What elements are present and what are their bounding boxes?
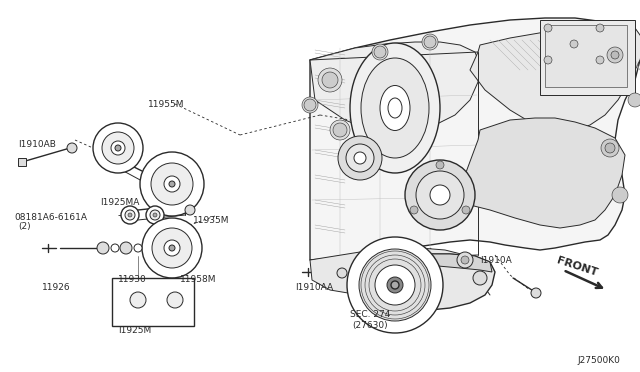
Circle shape: [142, 218, 202, 278]
Circle shape: [164, 240, 180, 256]
Circle shape: [338, 136, 382, 180]
Circle shape: [570, 40, 578, 48]
Circle shape: [93, 123, 143, 173]
Text: J27500K0: J27500K0: [577, 356, 620, 365]
Bar: [545, 25, 627, 87]
Text: SEC. 274: SEC. 274: [350, 310, 390, 319]
Circle shape: [601, 139, 619, 157]
Circle shape: [97, 242, 109, 254]
Circle shape: [347, 237, 443, 333]
Circle shape: [115, 145, 121, 151]
Circle shape: [473, 271, 487, 285]
Ellipse shape: [350, 43, 440, 173]
Circle shape: [372, 44, 388, 60]
Circle shape: [544, 56, 552, 64]
Circle shape: [134, 244, 142, 252]
Circle shape: [153, 213, 157, 217]
Polygon shape: [465, 118, 625, 228]
Circle shape: [424, 36, 436, 48]
Circle shape: [304, 99, 316, 111]
Circle shape: [185, 205, 195, 215]
Polygon shape: [470, 25, 640, 130]
Circle shape: [461, 256, 469, 264]
Circle shape: [128, 213, 132, 217]
Text: 11955M: 11955M: [148, 100, 184, 109]
Circle shape: [102, 132, 134, 164]
Circle shape: [531, 288, 541, 298]
Circle shape: [596, 56, 604, 64]
Polygon shape: [310, 42, 480, 132]
Circle shape: [375, 265, 415, 305]
Text: I1910AA: I1910AA: [295, 283, 333, 292]
Circle shape: [611, 51, 619, 59]
Circle shape: [422, 34, 438, 50]
Circle shape: [346, 144, 374, 172]
Text: I1910A: I1910A: [480, 256, 512, 265]
Circle shape: [111, 141, 125, 155]
Circle shape: [169, 245, 175, 251]
Circle shape: [333, 123, 347, 137]
Circle shape: [374, 46, 386, 58]
Circle shape: [359, 249, 431, 321]
Text: 11935M: 11935M: [193, 216, 230, 225]
Text: (27630): (27630): [352, 321, 388, 330]
Circle shape: [169, 181, 175, 187]
Circle shape: [354, 152, 366, 164]
Circle shape: [302, 97, 318, 113]
Circle shape: [391, 281, 399, 289]
Circle shape: [457, 252, 473, 268]
Ellipse shape: [380, 86, 410, 131]
Circle shape: [337, 268, 347, 278]
Circle shape: [436, 161, 444, 169]
Circle shape: [596, 24, 604, 32]
Ellipse shape: [361, 58, 429, 158]
Circle shape: [121, 206, 139, 224]
Circle shape: [120, 242, 132, 254]
Circle shape: [410, 206, 418, 214]
Text: 11930: 11930: [118, 275, 147, 284]
Circle shape: [607, 47, 623, 63]
Circle shape: [152, 228, 192, 268]
Circle shape: [430, 185, 450, 205]
Bar: [112, 278, 194, 326]
Text: I1925MA: I1925MA: [100, 198, 140, 207]
Circle shape: [387, 277, 403, 293]
Circle shape: [167, 292, 183, 308]
Text: I1910AB: I1910AB: [18, 140, 56, 149]
Circle shape: [322, 72, 338, 88]
Ellipse shape: [388, 98, 402, 118]
Circle shape: [318, 68, 342, 92]
Circle shape: [605, 143, 615, 153]
Polygon shape: [310, 248, 475, 298]
Circle shape: [544, 24, 552, 32]
Circle shape: [416, 171, 464, 219]
Circle shape: [111, 244, 119, 252]
Circle shape: [462, 206, 470, 214]
Circle shape: [612, 187, 628, 203]
Circle shape: [125, 210, 135, 220]
Circle shape: [140, 152, 204, 216]
Circle shape: [628, 93, 640, 107]
Circle shape: [67, 143, 77, 153]
Circle shape: [330, 120, 350, 140]
Text: FRONT: FRONT: [555, 255, 598, 278]
Polygon shape: [365, 254, 495, 310]
Circle shape: [146, 206, 164, 224]
Bar: [18, 158, 26, 166]
Polygon shape: [368, 254, 492, 272]
Text: 11926: 11926: [42, 283, 70, 292]
Polygon shape: [310, 18, 640, 260]
Circle shape: [164, 176, 180, 192]
Circle shape: [151, 163, 193, 205]
Circle shape: [130, 292, 146, 308]
Text: (2): (2): [18, 222, 31, 231]
Circle shape: [150, 210, 160, 220]
Circle shape: [405, 160, 475, 230]
Text: 11958M: 11958M: [180, 275, 216, 284]
Bar: [540, 20, 635, 95]
Text: 08181A6-6161A: 08181A6-6161A: [14, 213, 87, 222]
Text: I1925M: I1925M: [118, 326, 151, 335]
